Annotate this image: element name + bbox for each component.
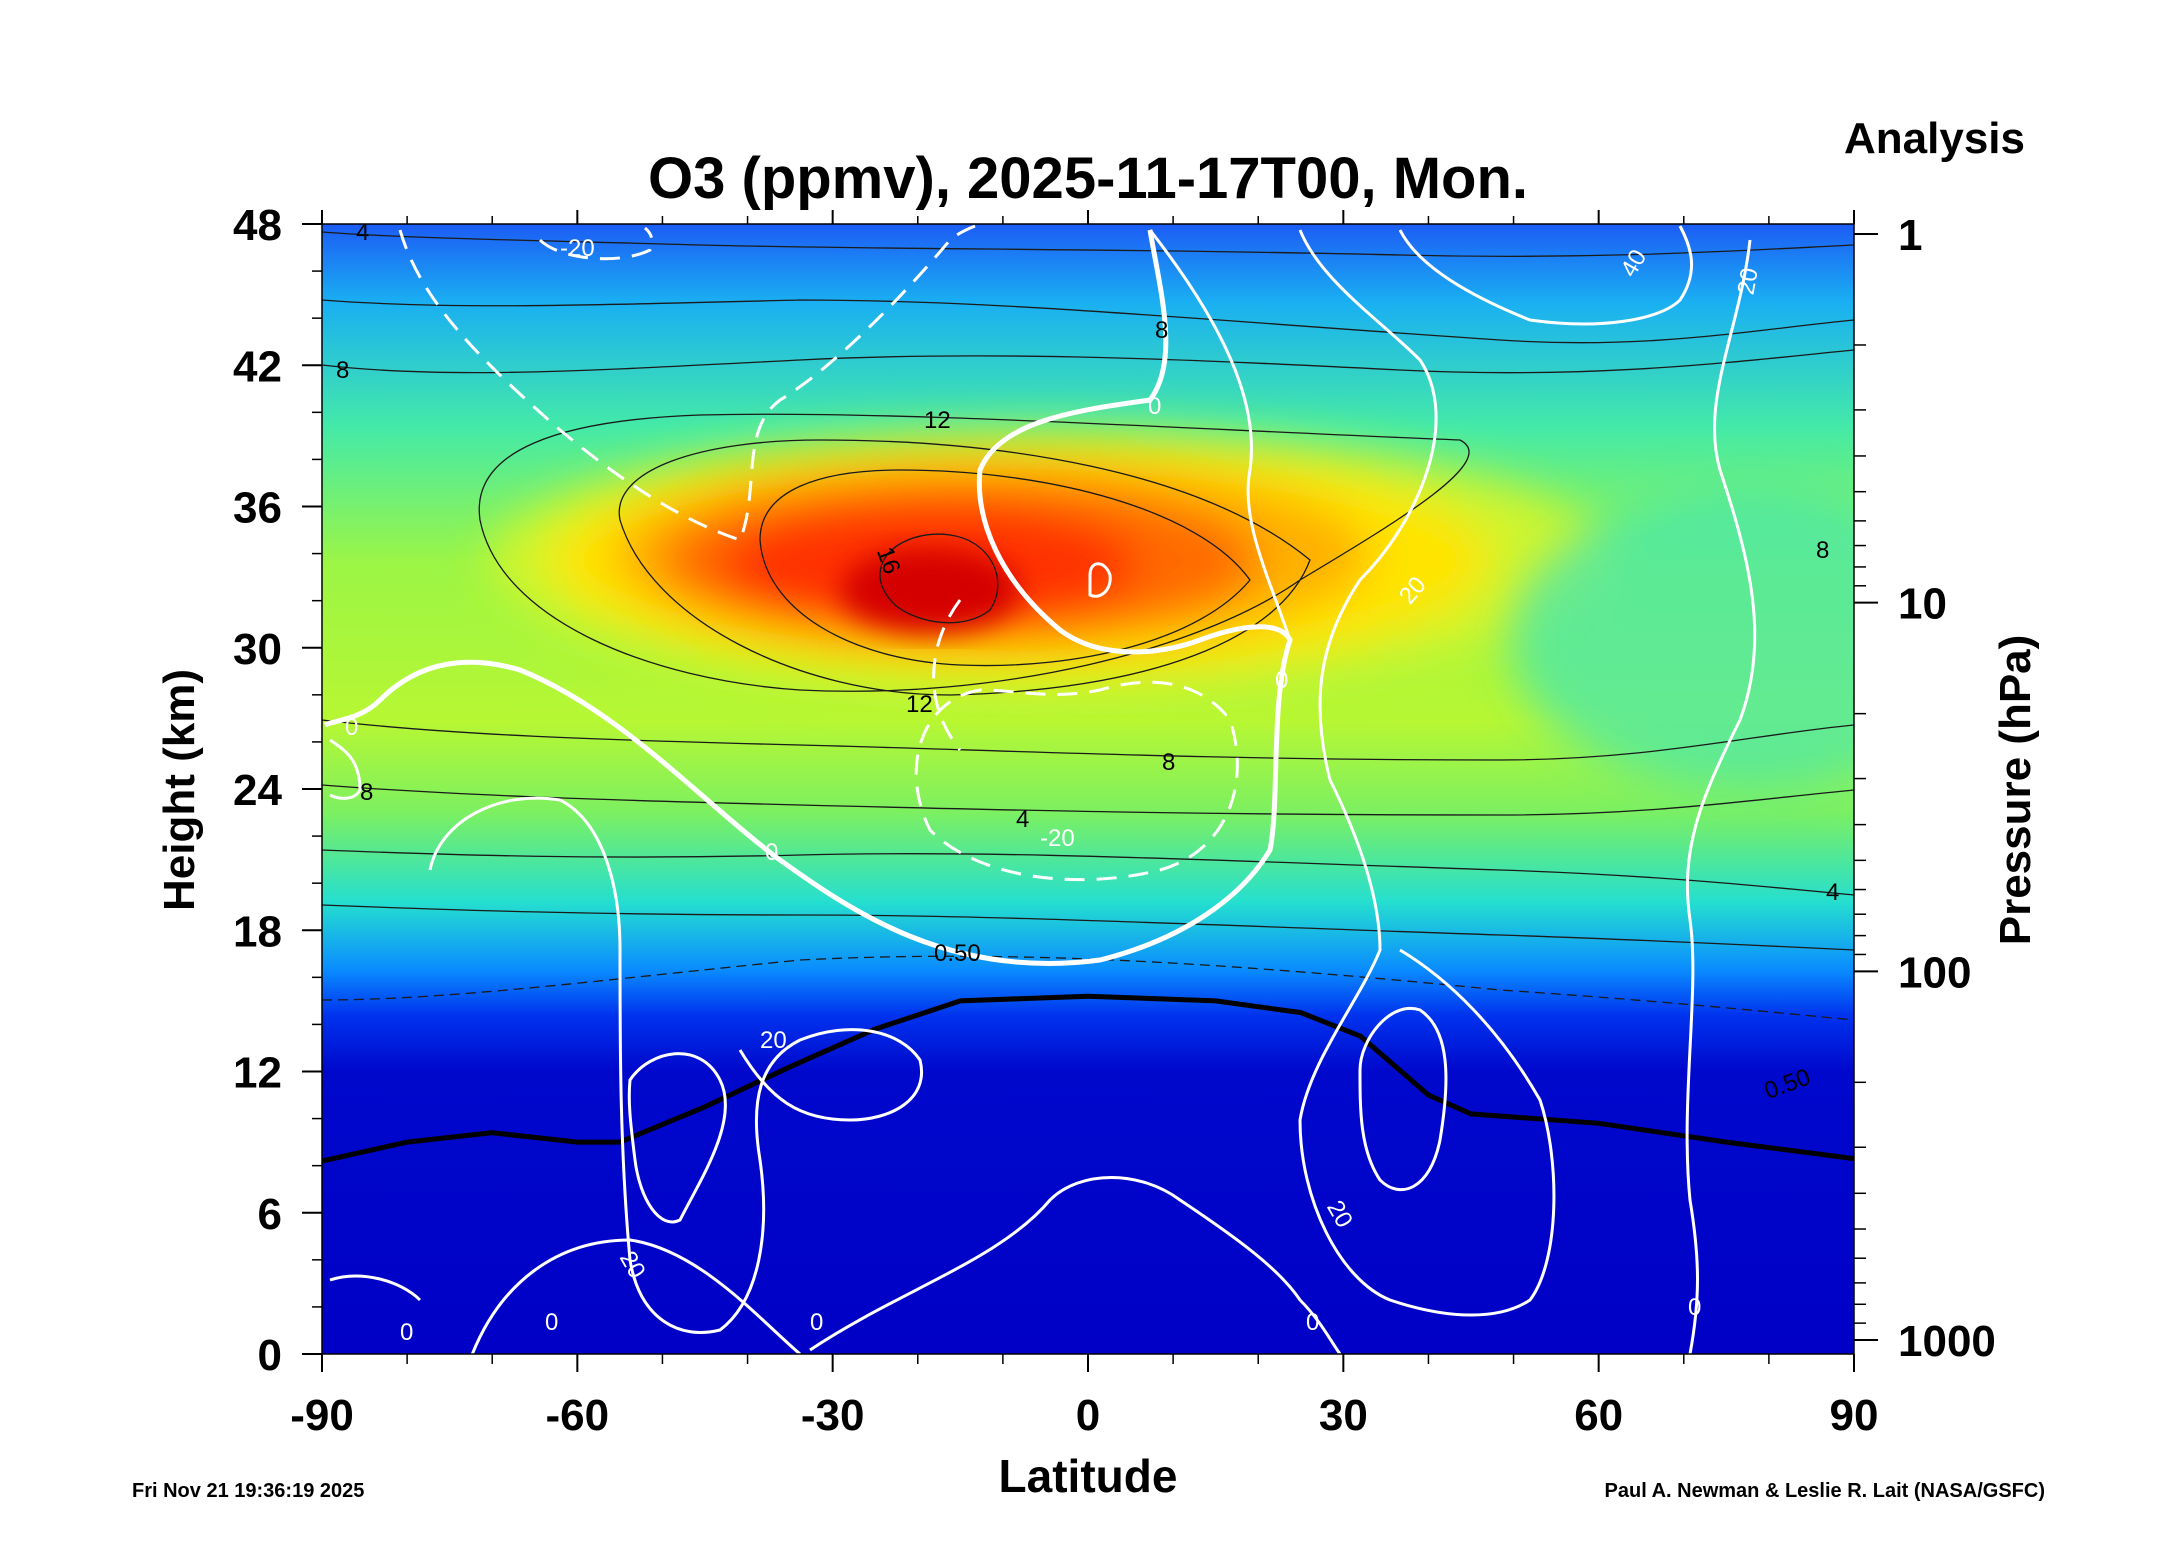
x-axis: -90 -60 -30 0 30 60 90 xyxy=(290,210,1878,1440)
y-axis: 0 6 12 18 24 30 36 42 48 xyxy=(233,201,322,1380)
wind-contours xyxy=(323,224,1757,1354)
y2-tick-label: 100 xyxy=(1898,948,1971,997)
tropopause-line xyxy=(322,993,1854,1164)
contour-label-12-top: 12 xyxy=(924,407,951,434)
ozone-contour-050 xyxy=(322,955,1854,1021)
ozone-contour-4-lower xyxy=(322,849,1854,896)
contour-label-8-mid: 8 xyxy=(1162,749,1175,776)
wind-contour-minus20-inner xyxy=(932,599,962,751)
contour-labels: 4 8 8 12 16 12 8 4 0.50 0.50 8 4 8 -20 4… xyxy=(336,219,1839,1346)
y-tick-label: 24 xyxy=(233,766,282,815)
y-tick-label: 36 xyxy=(233,484,282,533)
wind-contour-minus20-eq xyxy=(914,680,1239,882)
y-axis-label: Height (km) xyxy=(155,669,204,911)
y2-tick-label: 1000 xyxy=(1898,1317,1996,1366)
y-tick-label: 18 xyxy=(233,907,282,956)
contour-label-4-right: 4 xyxy=(1826,879,1839,906)
wind-contour-0-sh-edge xyxy=(329,738,362,800)
wind-contour-40 xyxy=(1398,225,1694,326)
wind-contour-20-sh-inner xyxy=(627,1052,727,1224)
wind-label-0-left: 0 xyxy=(765,839,778,866)
wind-contour-0-lower xyxy=(329,1176,1342,1354)
y-tick-label: 12 xyxy=(233,1049,282,1098)
contour-label-8-top: 8 xyxy=(1155,317,1168,344)
contour-label-4-top: 4 xyxy=(356,219,369,246)
wind-label-0-bottom-nh: 0 xyxy=(1306,1309,1319,1336)
y-tick-label: 48 xyxy=(233,201,282,250)
wind-contour-minus20-sh xyxy=(398,224,976,542)
ozone-contour-14 xyxy=(759,469,1251,667)
y2-tick-label: 1 xyxy=(1898,211,1922,260)
wind-label-20-top: 20 xyxy=(1733,266,1764,297)
credit: Paul A. Newman & Leslie R. Lait (NASA/GS… xyxy=(1605,1480,2045,1502)
ozone-contour-4-top xyxy=(322,231,1854,258)
wind-contour-20-far-nh xyxy=(1685,239,1757,1354)
wind-contour-20-sh xyxy=(428,796,923,1334)
wind-contour-0-loop xyxy=(1088,562,1112,598)
y-tick-label: 0 xyxy=(258,1331,282,1380)
wind-label-0-bottom-right: 0 xyxy=(1688,1294,1701,1321)
contour-label-12-bottom: 12 xyxy=(906,691,933,718)
x-tick-label: 0 xyxy=(1076,1391,1100,1440)
x-tick-label: 60 xyxy=(1574,1391,1623,1440)
contour-label-8-left-low: 8 xyxy=(360,779,373,806)
wind-label-0-top: 0 xyxy=(1148,393,1161,420)
y-tick-label: 30 xyxy=(233,625,282,674)
chart-title: O3 (ppmv), 2025-11-17T00, Mon. xyxy=(648,146,1528,211)
y-tick-label: 6 xyxy=(258,1190,282,1239)
ozone-contour-6 xyxy=(322,299,1854,344)
x-tick-label: -30 xyxy=(801,1391,865,1440)
ozone-field xyxy=(322,224,1854,1354)
ozone-contour-8-upper xyxy=(322,349,1854,374)
ozone-contour-8-lower xyxy=(322,719,1854,761)
x-tick-label: 90 xyxy=(1830,1391,1879,1440)
ozone-contour-10 xyxy=(478,413,1470,692)
wind-contour-20-nh xyxy=(1298,229,1556,1317)
y-tick-label: 42 xyxy=(233,342,282,391)
ozone-contour-2 xyxy=(322,904,1854,951)
y2-tick-label: 10 xyxy=(1898,580,1947,629)
y2-axis: 1 10 100 1000 xyxy=(1854,211,1996,1366)
contour-label-8-right: 8 xyxy=(1816,537,1829,564)
y2-axis-label: Pressure (hPa) xyxy=(1991,635,2040,946)
wind-label-0-far-left: 0 xyxy=(345,714,358,741)
ozone-contour-12 xyxy=(618,439,1311,696)
x-tick-label: 30 xyxy=(1319,1391,1368,1440)
contour-label-050-left: 0.50 xyxy=(934,940,981,967)
wind-contour-20-nh-inner xyxy=(1358,1006,1448,1191)
contour-label-8-left: 8 xyxy=(336,357,349,384)
wind-contour-0-main xyxy=(323,229,1293,966)
wind-label-minus20-eq: -20 xyxy=(1040,825,1075,852)
wind-label-minus20-top: -20 xyxy=(560,235,595,262)
wind-label-20-sh: 20 xyxy=(760,1027,787,1054)
x-tick-label: -60 xyxy=(546,1391,610,1440)
wind-contour-0-eq xyxy=(1148,229,1292,641)
wind-contour-minus20-top xyxy=(538,226,654,261)
x-axis-label: Latitude xyxy=(999,1450,1178,1502)
wind-label-0-bottom-left: 0 xyxy=(545,1309,558,1336)
x-tick-label: -90 xyxy=(290,1391,354,1440)
ozone-contour-16 xyxy=(879,533,999,624)
timestamp: Fri Nov 21 19:36:19 2025 xyxy=(132,1480,364,1502)
wind-label-0-bottom-mid: 0 xyxy=(810,1309,823,1336)
contour-label-4-mid: 4 xyxy=(1016,806,1029,833)
analysis-label: Analysis xyxy=(1844,114,2025,163)
wind-label-0-far-bottom-left: 0 xyxy=(400,1319,413,1346)
wind-label-0-mid: 0 xyxy=(1275,667,1288,694)
